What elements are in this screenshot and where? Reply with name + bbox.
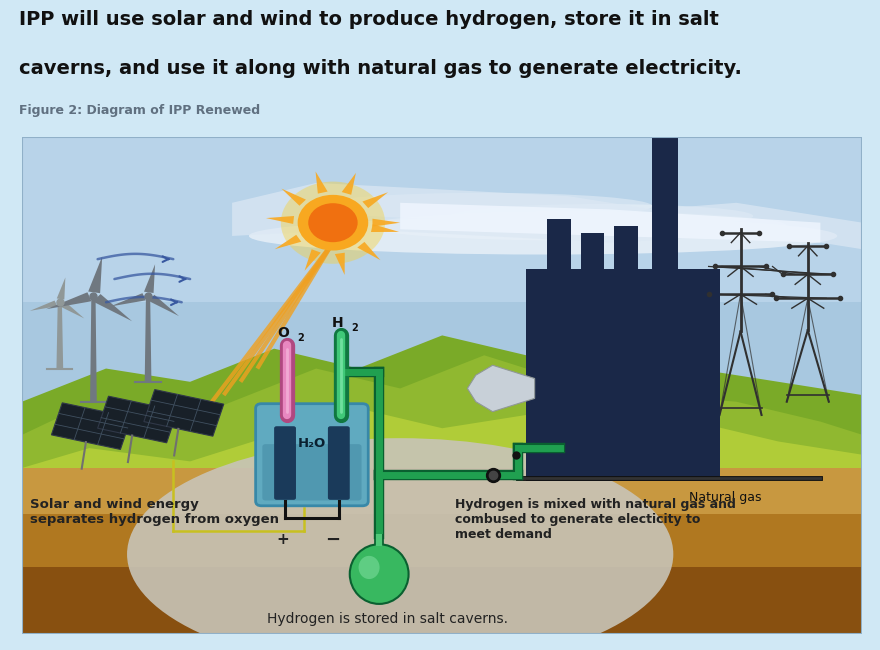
Ellipse shape bbox=[316, 193, 652, 220]
Bar bbox=[547, 220, 571, 276]
Text: IPP will use solar and wind to produce hydrogen, store it in salt: IPP will use solar and wind to produce h… bbox=[19, 10, 719, 29]
Polygon shape bbox=[46, 292, 92, 309]
Text: Hydrogen is stored in salt caverns.: Hydrogen is stored in salt caverns. bbox=[267, 612, 508, 626]
FancyBboxPatch shape bbox=[262, 444, 362, 500]
Polygon shape bbox=[400, 203, 820, 242]
Polygon shape bbox=[275, 235, 301, 249]
Polygon shape bbox=[282, 188, 306, 205]
Bar bbox=[652, 124, 678, 335]
Polygon shape bbox=[22, 408, 862, 481]
Circle shape bbox=[308, 203, 357, 242]
Polygon shape bbox=[144, 296, 151, 382]
Polygon shape bbox=[335, 253, 345, 275]
Polygon shape bbox=[92, 294, 132, 321]
Polygon shape bbox=[467, 365, 535, 411]
Polygon shape bbox=[371, 224, 400, 232]
Polygon shape bbox=[357, 242, 380, 260]
Circle shape bbox=[281, 181, 385, 264]
Polygon shape bbox=[57, 278, 65, 300]
Polygon shape bbox=[372, 218, 400, 227]
Ellipse shape bbox=[127, 438, 673, 650]
Polygon shape bbox=[51, 403, 131, 449]
Polygon shape bbox=[22, 514, 862, 634]
Polygon shape bbox=[144, 265, 155, 293]
Text: Hydrogen is mixed with natural gas and
combused to generate electicity to
meet d: Hydrogen is mixed with natural gas and c… bbox=[455, 498, 736, 541]
Polygon shape bbox=[90, 296, 97, 402]
Ellipse shape bbox=[349, 544, 408, 604]
Text: 2: 2 bbox=[351, 324, 358, 333]
Ellipse shape bbox=[367, 211, 787, 240]
Polygon shape bbox=[88, 257, 102, 293]
Polygon shape bbox=[148, 295, 179, 316]
Bar bbox=[581, 233, 605, 276]
Polygon shape bbox=[635, 120, 682, 136]
Polygon shape bbox=[526, 269, 568, 369]
Polygon shape bbox=[266, 216, 294, 224]
Polygon shape bbox=[30, 300, 57, 311]
Ellipse shape bbox=[358, 556, 379, 579]
Circle shape bbox=[297, 195, 368, 250]
Polygon shape bbox=[363, 192, 388, 208]
FancyBboxPatch shape bbox=[275, 426, 296, 500]
Bar bbox=[614, 226, 638, 276]
Polygon shape bbox=[526, 269, 720, 481]
Text: H₂O: H₂O bbox=[297, 437, 326, 450]
Ellipse shape bbox=[451, 204, 753, 228]
Polygon shape bbox=[22, 136, 862, 302]
Polygon shape bbox=[56, 302, 63, 369]
Text: Figure 2: Diagram of IPP Renewed: Figure 2: Diagram of IPP Renewed bbox=[19, 104, 260, 117]
FancyBboxPatch shape bbox=[328, 426, 349, 500]
Polygon shape bbox=[110, 293, 146, 307]
Polygon shape bbox=[98, 396, 178, 443]
Text: O: O bbox=[277, 326, 290, 340]
Text: 2: 2 bbox=[297, 333, 304, 343]
Polygon shape bbox=[22, 468, 862, 634]
Polygon shape bbox=[22, 356, 862, 468]
Polygon shape bbox=[232, 183, 862, 249]
Text: −: − bbox=[326, 530, 341, 549]
Polygon shape bbox=[61, 302, 84, 318]
FancyBboxPatch shape bbox=[255, 404, 368, 506]
Text: caverns, and use it along with natural gas to generate electricity.: caverns, and use it along with natural g… bbox=[19, 58, 742, 77]
Ellipse shape bbox=[249, 217, 837, 255]
Polygon shape bbox=[341, 173, 356, 195]
Polygon shape bbox=[316, 172, 327, 194]
Text: H: H bbox=[332, 316, 344, 330]
Polygon shape bbox=[143, 389, 224, 436]
Text: Natural gas: Natural gas bbox=[689, 491, 761, 504]
Polygon shape bbox=[22, 567, 862, 634]
Text: Solar and wind energy
separates hydrogen from oxygen: Solar and wind energy separates hydrogen… bbox=[31, 498, 280, 526]
Polygon shape bbox=[304, 249, 321, 271]
Polygon shape bbox=[22, 335, 862, 468]
Text: +: + bbox=[276, 532, 289, 547]
